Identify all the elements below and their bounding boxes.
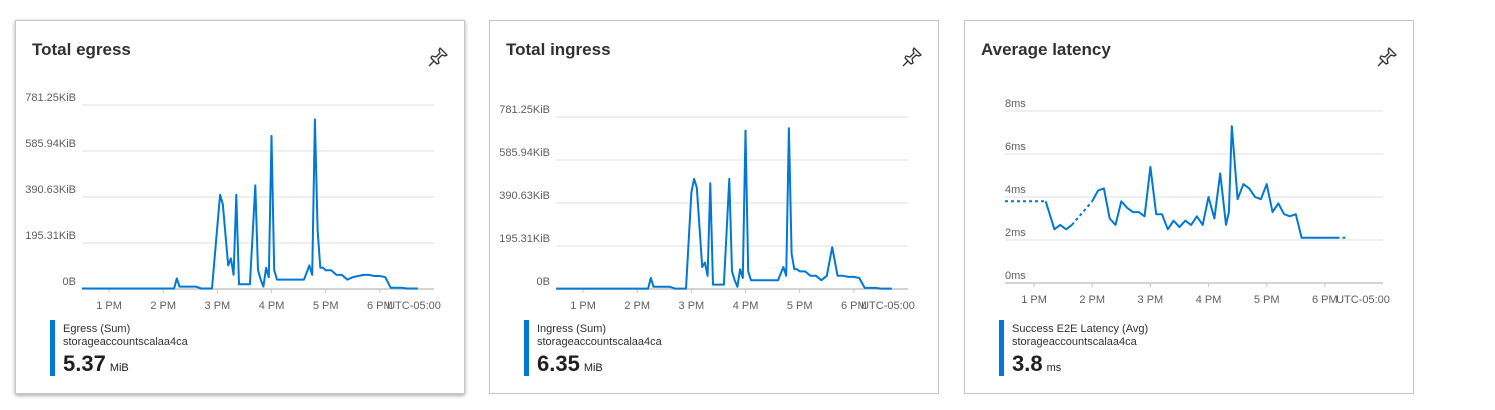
x-tick-label: 3 PM (679, 300, 705, 312)
series-line-solid (1091, 125, 1337, 239)
legend-value: 6.35 MiB (537, 351, 603, 377)
x-tick-label: 5 PM (313, 300, 339, 312)
egress-chart-card[interactable]: Total egress 0B 195.31KiB 390.63KiB 585.94K… (15, 20, 465, 394)
card-title: Average latency (981, 40, 1111, 59)
x-tick-label: 5 PM (1254, 294, 1280, 306)
x-tick-label: 6 PM (1312, 294, 1338, 306)
x-tick-label: 1 PM (1021, 294, 1047, 306)
egress-chart: 0B 195.31KiB 390.63KiB 585.94KiB 781.25KiB 1 … (25, 92, 441, 312)
legend-value-unit: MiB (583, 362, 603, 374)
x-tick-label: 2 PM (150, 300, 176, 312)
series-line (556, 127, 892, 290)
legend-value-unit: MiB (109, 362, 129, 374)
ingress-chart-card[interactable]: Total ingress 0B 195.31KiB 390.63KiB 585.94… (489, 20, 939, 394)
legend-value-number: 5.37 (63, 351, 106, 376)
y-tick-label: 0ms (1005, 270, 1026, 282)
ingress-chart: 0B 195.31KiB 390.63KiB 585.94KiB 781.25KiB 1 … (499, 104, 915, 312)
x-tick-label: 2 PM (624, 300, 650, 312)
y-tick-label: 4ms (1005, 184, 1026, 196)
series-line-dashed (1071, 200, 1093, 226)
legend-color-bar (999, 320, 1004, 376)
legend-value: 5.37 MiB (63, 351, 129, 377)
pin-icon[interactable] (426, 45, 450, 69)
legend-series-name: Ingress (Sum) (537, 323, 607, 335)
x-tick-label: 3 PM (205, 300, 231, 312)
pin-icon[interactable] (1375, 45, 1399, 69)
x-tick-label: UTC-05:00 (1336, 294, 1390, 306)
x-tick-label: 3 PM (1138, 294, 1164, 306)
legend-series-name: Egress (Sum) (63, 323, 131, 335)
y-tick-label: 6ms (1005, 141, 1026, 153)
y-tick-label: 8ms (1005, 98, 1026, 110)
series-line-solid (1044, 201, 1073, 231)
y-tick-label: 0B (537, 276, 550, 288)
y-tick-label: 585.94KiB (499, 147, 550, 159)
legend-resource-name: storageaccountscalaa4ca (537, 336, 662, 348)
y-tick-label: 781.25KiB (25, 92, 76, 104)
y-tick-label: 2ms (1005, 227, 1026, 239)
y-tick-label: 390.63KiB (25, 184, 76, 196)
x-tick-label: 4 PM (733, 300, 759, 312)
series-line (82, 118, 418, 290)
legend-resource-name: storageaccountscalaa4ca (63, 336, 188, 348)
y-tick-label: 195.31KiB (499, 233, 550, 245)
x-tick-label: UTC-05:00 (387, 300, 441, 312)
latency-chart: 0ms 2ms 4ms 6ms 8ms 1 PM 2 PM 3 PM 4 PM 5 PM 6 PMU… (1005, 98, 1390, 306)
latency-chart-card[interactable]: Average latency 0ms 2ms 4ms 6ms 8ms 1 PM 2 PM 3… (964, 20, 1414, 394)
x-tick-label: 6 PM (841, 300, 867, 312)
y-tick-label: 0B (63, 276, 76, 288)
x-tick-label: 6 PM (367, 300, 393, 312)
x-tick-label: 5 PM (787, 300, 813, 312)
legend-color-bar (524, 320, 529, 376)
legend-value-number: 3.8 (1012, 351, 1043, 376)
x-tick-label: UTC-05:00 (861, 300, 915, 312)
legend-color-bar (50, 320, 55, 376)
legend-value-number: 6.35 (537, 351, 580, 376)
legend-series-name: Success E2E Latency (Avg) (1012, 323, 1149, 335)
pin-icon[interactable] (900, 45, 924, 69)
card-title: Total ingress (506, 40, 611, 59)
card-title: Total egress (32, 40, 131, 59)
legend-resource-name: storageaccountscalaa4ca (1012, 336, 1137, 348)
x-tick-label: 2 PM (1079, 294, 1105, 306)
legend-value: 3.8 ms (1012, 351, 1061, 377)
y-tick-label: 585.94KiB (25, 138, 76, 150)
x-tick-label: 4 PM (1196, 294, 1222, 306)
y-tick-label: 195.31KiB (25, 230, 76, 242)
x-tick-label: 4 PM (259, 300, 285, 312)
legend-value-unit: ms (1046, 362, 1062, 374)
y-tick-label: 390.63KiB (499, 190, 550, 202)
y-tick-label: 781.25KiB (499, 104, 550, 116)
x-tick-label: 1 PM (96, 300, 122, 312)
x-tick-label: 1 PM (570, 300, 596, 312)
